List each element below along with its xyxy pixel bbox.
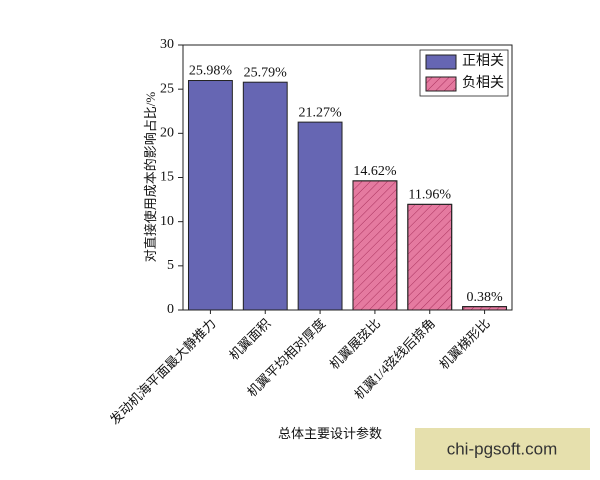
y-tick-label: 20 <box>160 126 174 141</box>
bar <box>297 121 343 311</box>
y-tick-label: 15 <box>160 170 174 185</box>
bar-hatch <box>462 306 508 311</box>
x-tick-label: 机翼展弦比 <box>327 316 384 373</box>
y-tick-label: 0 <box>167 302 174 317</box>
watermark-box <box>415 428 590 470</box>
bar-hatch <box>407 203 453 311</box>
y-tick-label: 30 <box>160 37 174 52</box>
y-axis-label: 对直接使用成本的影响占比/% <box>143 92 158 263</box>
y-tick-label: 5 <box>167 258 174 273</box>
data-label: 25.79% <box>244 65 288 80</box>
y-tick-label: 25 <box>160 81 174 96</box>
x-tick-label: 发动机海平面最大静推力 <box>107 316 219 428</box>
legend-label: 负相关 <box>462 75 504 91</box>
legend-swatch <box>425 54 457 70</box>
x-axis-label: 总体主要设计参数 <box>278 426 382 441</box>
data-label: 0.38% <box>466 290 503 305</box>
data-label: 21.27% <box>298 105 342 120</box>
bar <box>242 81 288 311</box>
legend-label: 正相关 <box>462 53 504 69</box>
legend-swatch-hatch <box>425 76 457 92</box>
data-label: 11.96% <box>408 188 451 203</box>
data-label: 14.62% <box>353 164 397 179</box>
data-label: 25.98% <box>189 64 233 79</box>
x-tick-label: 机翼梯形比 <box>436 316 493 373</box>
bar <box>187 80 233 311</box>
y-tick-label: 10 <box>160 214 174 229</box>
bar-hatch <box>352 180 398 311</box>
x-tick-label: 机翼面积 <box>226 316 273 363</box>
watermark: chi-pgsoft.com <box>447 439 558 458</box>
